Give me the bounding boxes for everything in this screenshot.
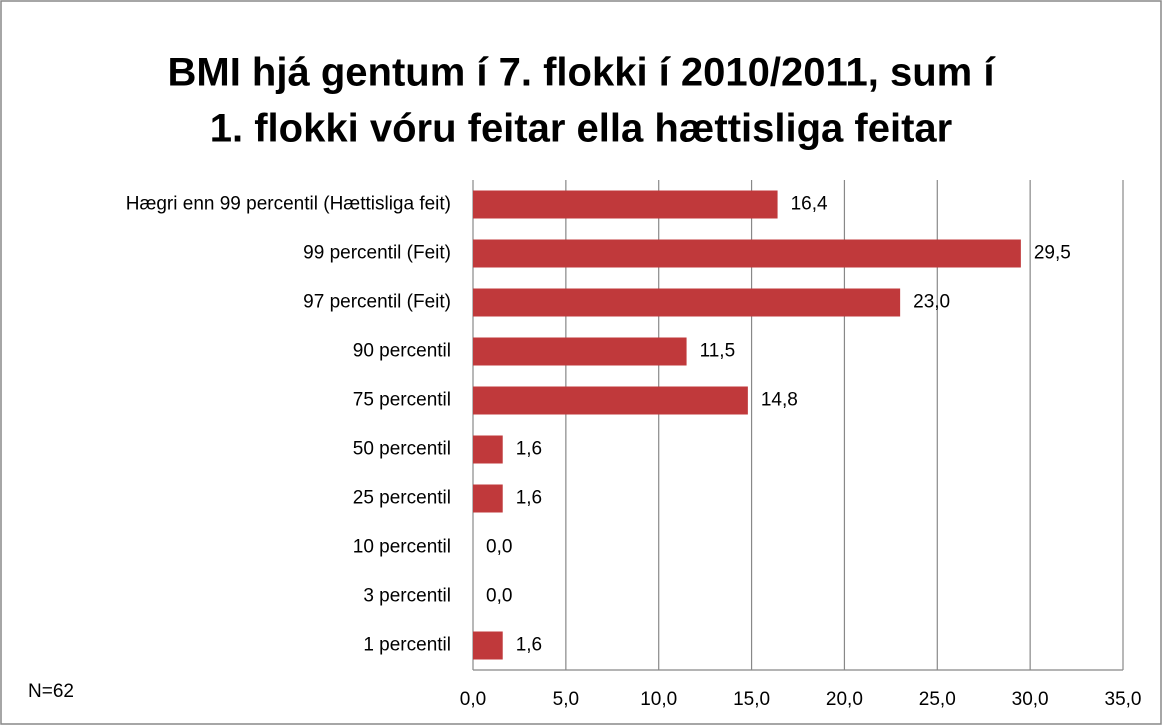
y-tick-label: 10 percentil xyxy=(353,537,451,558)
x-tick-label: 25,0 xyxy=(919,689,956,710)
y-tick-label: 99 percentil (Feit) xyxy=(303,243,451,264)
y-tick-label: Hægri enn 99 percentil (Hættisliga feit) xyxy=(126,194,451,215)
value-label: 23,0 xyxy=(913,292,950,313)
value-label: 29,5 xyxy=(1034,243,1071,264)
annotation: N=62 xyxy=(28,681,74,702)
x-tick-label: 15,0 xyxy=(733,689,770,710)
bar xyxy=(473,288,901,317)
value-label: 1,6 xyxy=(516,635,542,656)
bar xyxy=(473,386,748,415)
bar xyxy=(473,239,1021,268)
value-label: 1,6 xyxy=(516,488,542,509)
value-label: 14,8 xyxy=(761,390,798,411)
chart-title: 1. flokki vóru feitar ella hættisliga fe… xyxy=(210,107,952,151)
x-tick-label: 35,0 xyxy=(1105,689,1142,710)
x-tick-label: 30,0 xyxy=(1012,689,1049,710)
value-label: 11,5 xyxy=(700,341,736,362)
value-label: 0,0 xyxy=(486,586,512,607)
y-tick-label: 25 percentil xyxy=(353,488,451,509)
bar xyxy=(473,337,687,366)
x-tick-label: 5,0 xyxy=(553,689,579,710)
bar xyxy=(473,631,503,660)
value-label: 1,6 xyxy=(516,439,542,460)
bar xyxy=(473,484,503,513)
x-tick-label: 0,0 xyxy=(460,689,486,710)
bar xyxy=(473,190,778,219)
y-tick-label: 1 percentil xyxy=(363,635,451,656)
x-tick-label: 10,0 xyxy=(640,689,677,710)
y-tick-label: 3 percentil xyxy=(363,586,451,607)
value-label: 0,0 xyxy=(486,537,512,558)
y-tick-label: 50 percentil xyxy=(353,439,451,460)
y-tick-label: 97 percentil (Feit) xyxy=(303,292,451,313)
y-tick-label: 90 percentil xyxy=(353,341,451,362)
value-label: 16,4 xyxy=(791,194,828,215)
bar xyxy=(473,435,503,464)
x-tick-label: 20,0 xyxy=(826,689,863,710)
y-tick-label: 75 percentil xyxy=(353,390,451,411)
chart-title: BMI hjá gentum í 7. flokki í 2010/2011, … xyxy=(168,51,997,95)
